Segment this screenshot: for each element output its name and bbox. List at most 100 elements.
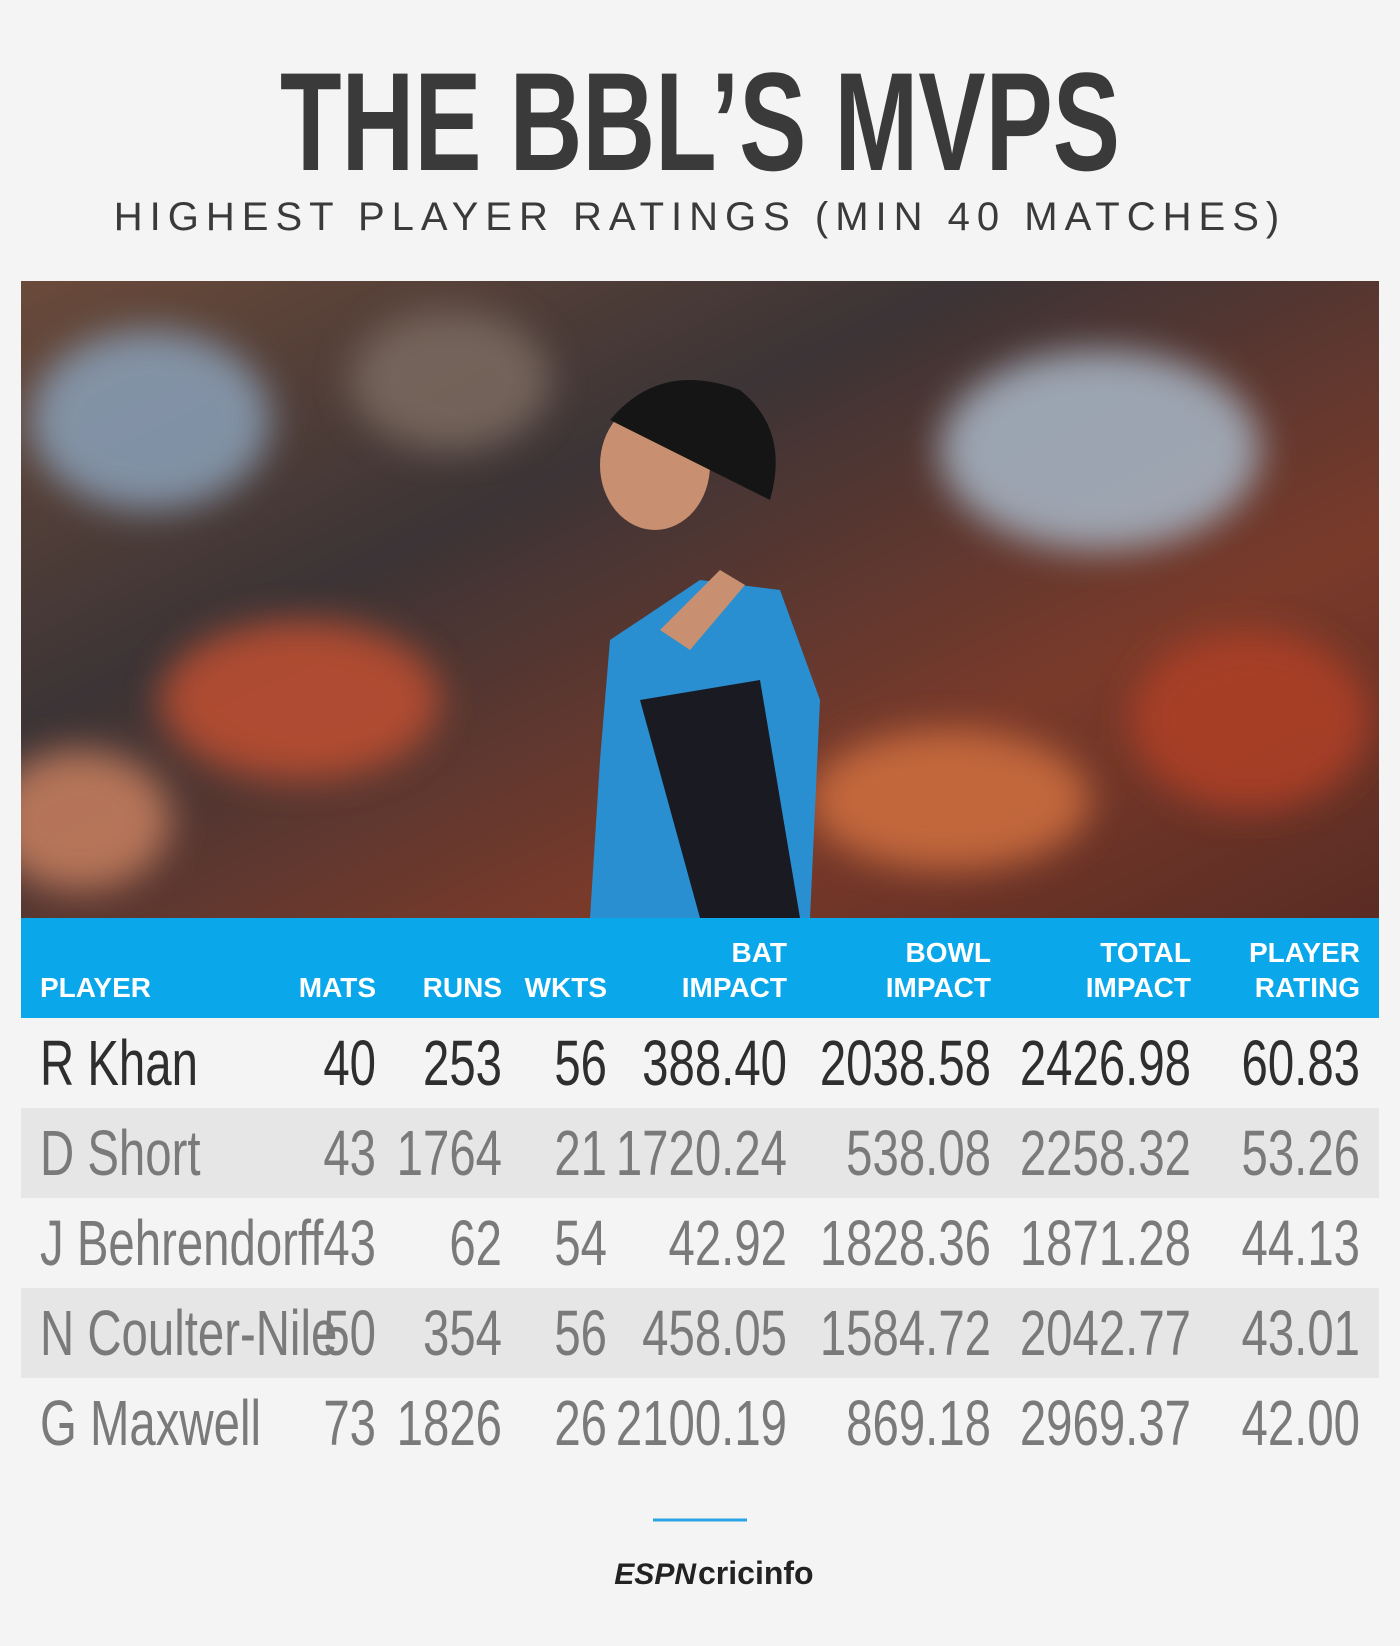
cell: N Coulter-Nile (40, 1297, 337, 1369)
stat-value: 42.92 (669, 1207, 787, 1279)
column-header: MATS (299, 972, 376, 1003)
column-header: RUNS (423, 972, 502, 1003)
stat-value: 869.18 (846, 1387, 991, 1459)
stat-value: 354 (423, 1297, 502, 1369)
cell: 1720.24 (616, 1117, 787, 1189)
subtitle: HIGHEST PLAYER RATINGS (MIN 40 MATCHES) (114, 195, 1286, 239)
column-header: IMPACT (682, 972, 787, 1003)
stat-value: 1828.36 (820, 1207, 991, 1279)
cell: 2042.77 (1020, 1297, 1191, 1369)
stat-value: 2042.77 (1020, 1297, 1191, 1369)
logo-espn: ESPN (614, 1558, 697, 1591)
cell: 50 (323, 1297, 376, 1369)
cell: 538.08 (846, 1117, 991, 1189)
stat-value: 43 (323, 1117, 376, 1189)
stat-value: 1720.24 (616, 1117, 787, 1189)
column-header: PLAYER (1249, 937, 1360, 968)
stat-value: 43.01 (1242, 1297, 1360, 1369)
player-name: J Behrendorff (40, 1207, 324, 1279)
player-name: N Coulter-Nile (40, 1297, 337, 1369)
cell: 253 (423, 1027, 502, 1099)
cell: R Khan (40, 1027, 198, 1099)
stat-value: 26 (554, 1387, 607, 1459)
stat-value: 1584.72 (820, 1297, 991, 1369)
cell: 42.92 (669, 1207, 787, 1279)
stat-value: 56 (554, 1297, 607, 1369)
stat-value: 538.08 (846, 1117, 991, 1189)
cell: 2426.98 (1020, 1027, 1191, 1099)
cell: G Maxwell (40, 1387, 261, 1459)
stat-value: 2426.98 (1020, 1027, 1191, 1099)
cell: 40 (323, 1027, 376, 1099)
stat-value: 56 (554, 1027, 607, 1099)
cell: 2038.58 (820, 1027, 991, 1099)
cell: 43 (323, 1117, 376, 1189)
stat-value: 54 (554, 1207, 607, 1279)
stat-value: 73 (323, 1387, 376, 1459)
stat-value: 1871.28 (1020, 1207, 1191, 1279)
cell: 73 (323, 1387, 376, 1459)
column-header: PLAYER (40, 972, 151, 1003)
column-header: IMPACT (886, 972, 991, 1003)
cell: 60.83 (1242, 1027, 1360, 1099)
photo (21, 281, 1379, 918)
cell: 1828.36 (820, 1207, 991, 1279)
cell: 2100.19 (616, 1387, 787, 1459)
cell: 388.40 (642, 1027, 787, 1099)
stat-value: 2038.58 (820, 1027, 991, 1099)
cell: J Behrendorff (40, 1207, 324, 1279)
player-name: G Maxwell (40, 1387, 261, 1459)
stat-value: 43 (323, 1207, 376, 1279)
stat-value: 53.26 (1242, 1117, 1360, 1189)
column-header: BOWL (905, 937, 991, 968)
table: PLAYER MATS RUNS WKTS BAT IMPACT BOWL IMPACT TOT… (21, 937, 1379, 1459)
cell: 869.18 (846, 1387, 991, 1459)
title: THE BBL’S MVPS (280, 44, 1120, 200)
column-header: BAT (732, 937, 787, 968)
player-name: R Khan (40, 1027, 198, 1099)
cell: 62 (449, 1207, 502, 1279)
cell: 42.00 (1242, 1387, 1360, 1459)
logo: ESPN cricinfo (614, 1555, 813, 1591)
column-header: IMPACT (1086, 972, 1191, 1003)
cell: 2969.37 (1020, 1387, 1191, 1459)
cell: 1871.28 (1020, 1207, 1191, 1279)
stat-value: 60.83 (1242, 1027, 1360, 1099)
stat-value: 42.00 (1242, 1387, 1360, 1459)
cell: 56 (554, 1297, 607, 1369)
stat-value: 2969.37 (1020, 1387, 1191, 1459)
column-header: WKTS (525, 972, 607, 1003)
cell: 21 (554, 1117, 607, 1189)
column-header: TOTAL (1100, 937, 1191, 968)
row-background (21, 1108, 1379, 1198)
cell: 26 (554, 1387, 607, 1459)
stat-value: 44.13 (1242, 1207, 1360, 1279)
cell: 458.05 (642, 1297, 787, 1369)
stat-value: 458.05 (642, 1297, 787, 1369)
stat-value: 40 (323, 1027, 376, 1099)
cell: 54 (554, 1207, 607, 1279)
stat-value: 253 (423, 1027, 502, 1099)
cell: 43 (323, 1207, 376, 1279)
stat-value: 2100.19 (616, 1387, 787, 1459)
cell: 1826 (397, 1387, 502, 1459)
stat-value: 50 (323, 1297, 376, 1369)
table-header (21, 918, 1379, 1018)
cell: 56 (554, 1027, 607, 1099)
stat-value: 388.40 (642, 1027, 787, 1099)
column-header: RATING (1255, 972, 1360, 1003)
stat-value: 1826 (397, 1387, 502, 1459)
stat-value: 62 (449, 1207, 502, 1279)
logo-cricinfo: cricinfo (698, 1555, 814, 1591)
stat-value: 1764 (397, 1117, 502, 1189)
cell: 1584.72 (820, 1297, 991, 1369)
cell: 44.13 (1242, 1207, 1360, 1279)
row-background (21, 1288, 1379, 1378)
stat-value: 21 (554, 1117, 607, 1189)
cell: D Short (40, 1117, 201, 1189)
cell: 2258.32 (1020, 1117, 1191, 1189)
stat-value: 2258.32 (1020, 1117, 1191, 1189)
cell: 354 (423, 1297, 502, 1369)
cell: 1764 (397, 1117, 502, 1189)
